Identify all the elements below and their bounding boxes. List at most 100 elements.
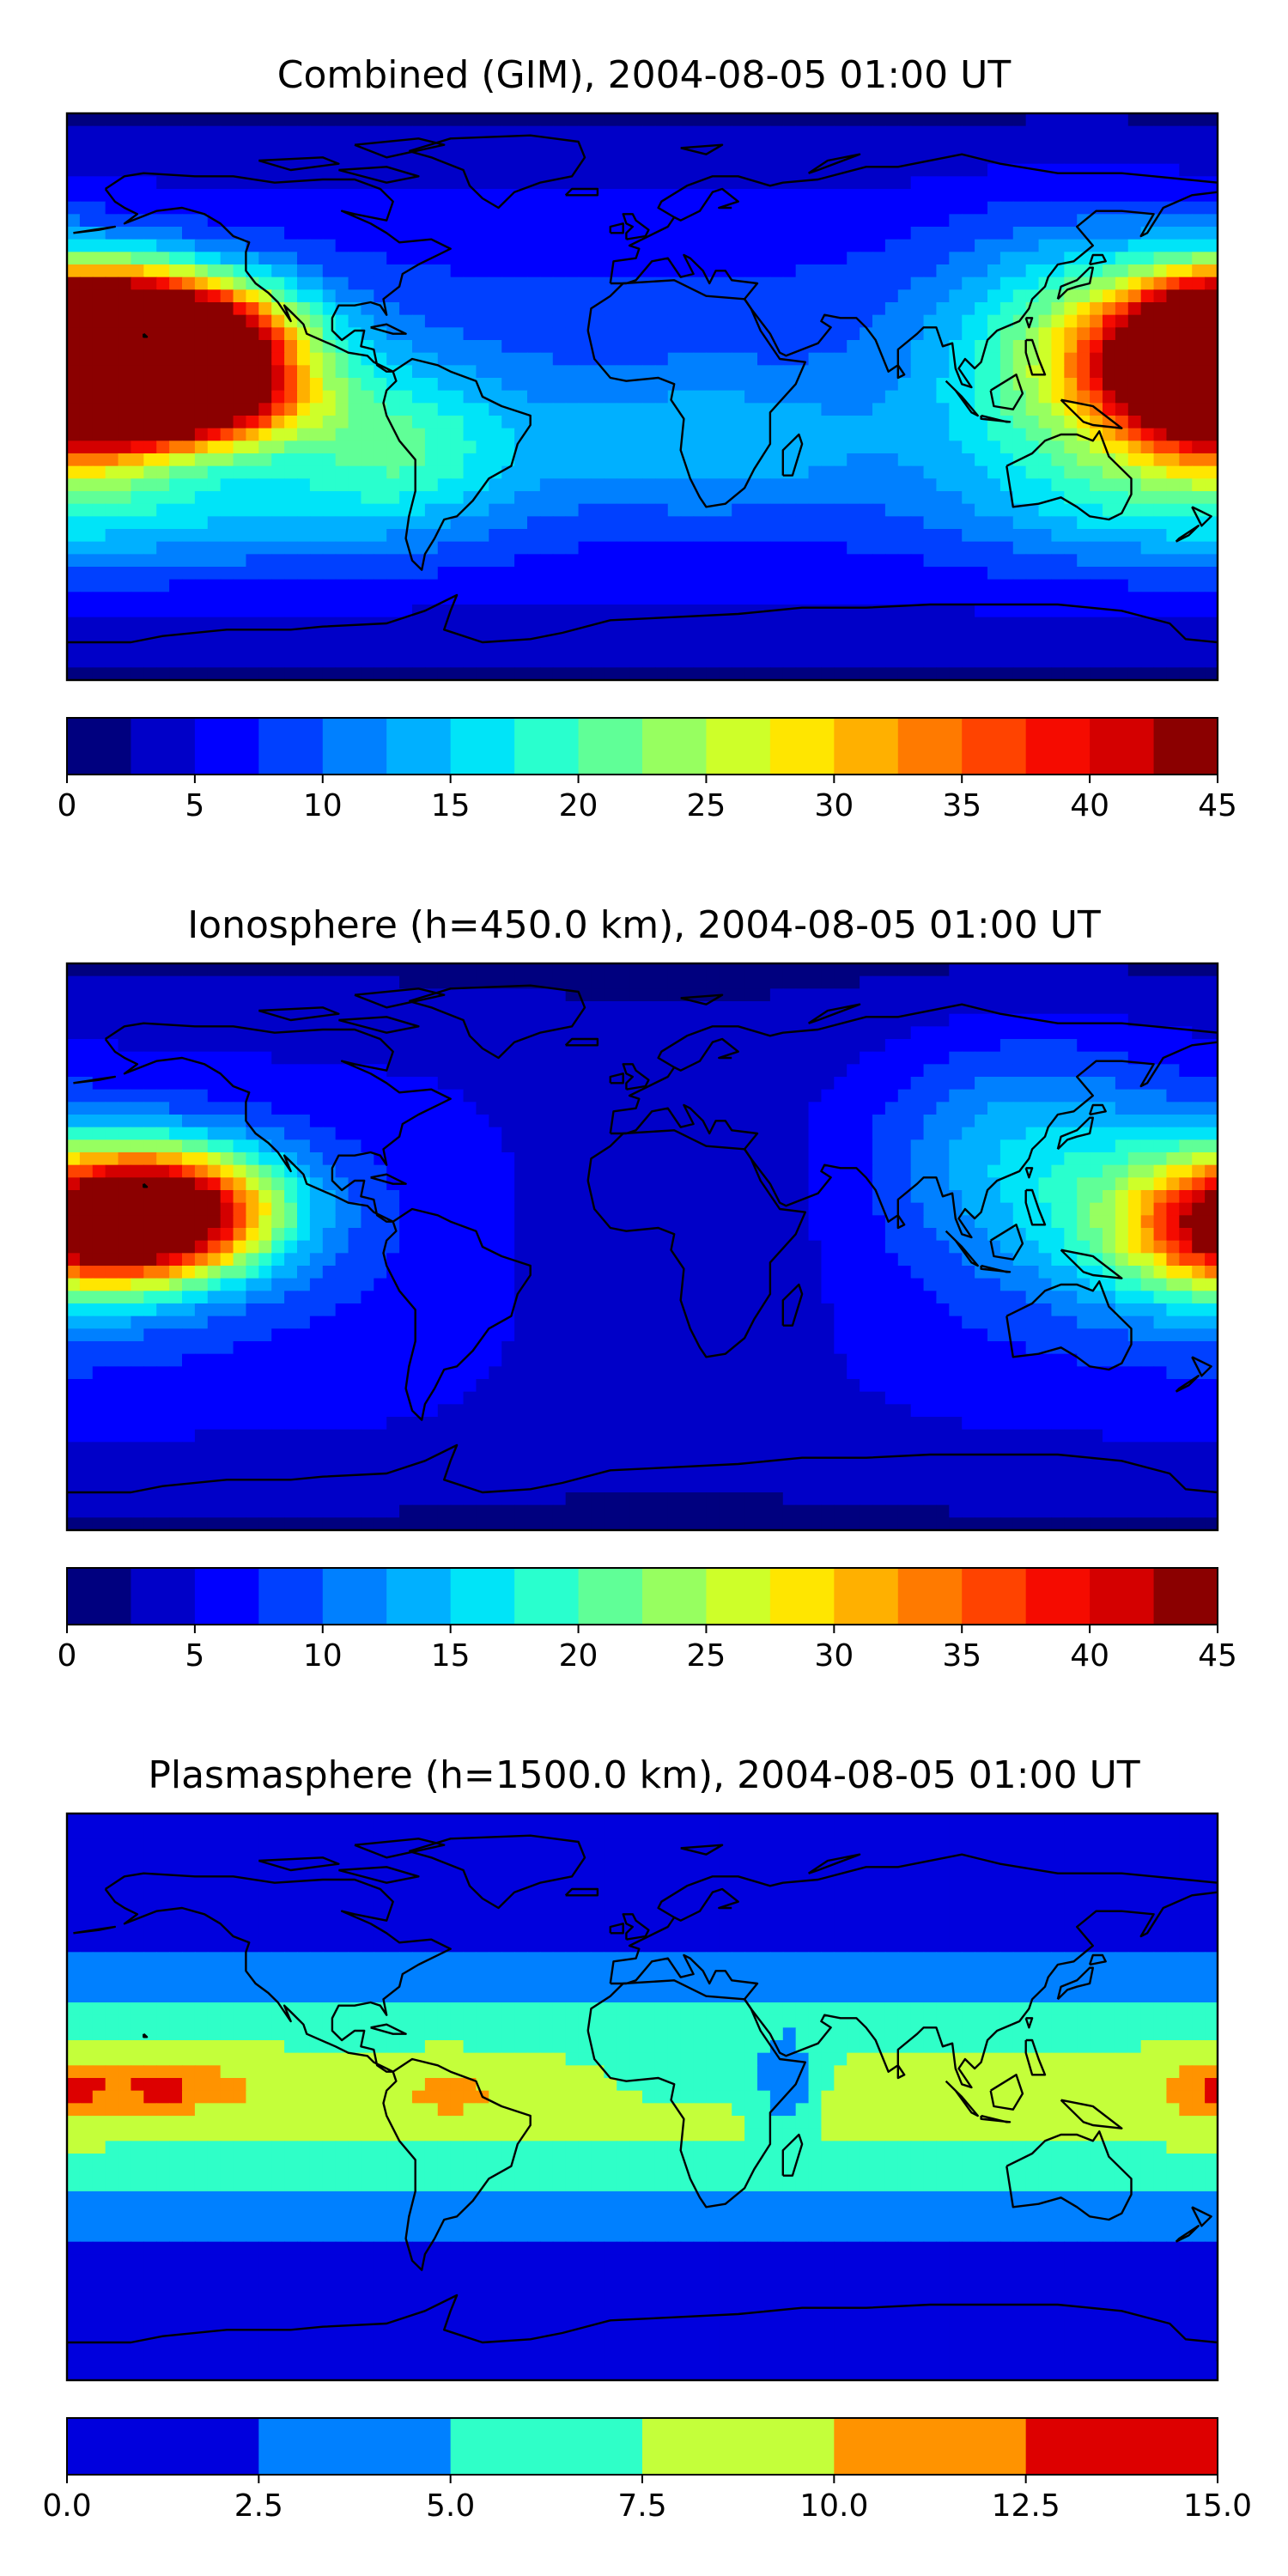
heatmap-cell	[884, 428, 899, 441]
heatmap-cell	[680, 403, 695, 416]
heatmap-cell	[591, 478, 605, 492]
heatmap-cell	[962, 453, 975, 467]
heatmap-cell	[654, 365, 669, 379]
heatmap-cell	[872, 252, 886, 265]
heatmap-cell	[1140, 465, 1155, 479]
heatmap-cell	[757, 227, 771, 240]
heatmap-cell	[1064, 465, 1078, 479]
heatmap-cell	[284, 327, 298, 341]
heatmap-cell	[335, 440, 349, 454]
heatmap-cell	[1153, 529, 1168, 543]
heatmap-cell	[514, 138, 528, 152]
heatmap-cell	[1179, 592, 1193, 605]
heatmap-cell	[476, 440, 489, 454]
heatmap-cell	[131, 340, 144, 354]
heatmap-cell	[680, 151, 695, 165]
heatmap-cell	[1192, 403, 1206, 416]
heatmap-cell	[156, 605, 170, 618]
heatmap-cell	[642, 541, 656, 555]
heatmap-cell	[271, 289, 285, 303]
heatmap-cell	[617, 529, 630, 543]
heatmap-cell	[769, 478, 784, 492]
heatmap-cell	[604, 428, 617, 441]
heatmap-cell	[706, 654, 720, 668]
heatmap-cell	[361, 963, 374, 977]
heatmap-cell	[284, 541, 298, 555]
heatmap-cell	[565, 416, 580, 429]
heatmap-cell	[361, 440, 374, 454]
heatmap-cell	[706, 975, 720, 989]
heatmap-cell	[1090, 189, 1103, 203]
heatmap-cell	[732, 189, 745, 203]
heatmap-cell	[604, 988, 617, 1002]
heatmap-cell	[118, 1077, 132, 1091]
heatmap-cell	[284, 529, 298, 543]
heatmap-cell	[476, 1026, 489, 1040]
heatmap-cell	[1103, 327, 1116, 341]
heatmap-cell	[476, 1039, 489, 1053]
heatmap-cell	[1153, 592, 1168, 605]
heatmap-cell	[1090, 176, 1103, 190]
heatmap-cell	[667, 453, 682, 467]
heatmap-cell	[769, 314, 784, 328]
heatmap-cell	[258, 554, 272, 568]
heatmap-cell	[424, 214, 439, 228]
heatmap-cell	[194, 567, 209, 580]
heatmap-cell	[539, 654, 554, 668]
heatmap-cell	[769, 1026, 784, 1040]
heatmap-cell	[527, 516, 541, 530]
heatmap-cell	[156, 453, 170, 467]
heatmap-cell	[309, 138, 324, 152]
heatmap-cell	[527, 465, 541, 479]
heatmap-cell	[118, 289, 132, 303]
heatmap-cell	[680, 189, 695, 203]
heatmap-cell	[769, 554, 784, 568]
heatmap-cell	[642, 352, 656, 366]
heatmap-cell	[975, 491, 988, 505]
heatmap-cell	[284, 617, 298, 630]
heatmap-cell	[1090, 163, 1103, 177]
map-plot	[65, 962, 1219, 1532]
heatmap-cell	[872, 163, 886, 177]
heatmap-cell	[92, 516, 106, 530]
heatmap-cell	[374, 113, 387, 127]
heatmap-cell	[667, 403, 682, 416]
heatmap-cell	[847, 390, 860, 404]
heatmap-cell	[897, 289, 912, 303]
heatmap-cell	[1192, 340, 1206, 354]
heatmap-cell	[220, 1064, 234, 1078]
heatmap-cell	[233, 579, 247, 592]
heatmap-cell	[156, 567, 170, 580]
heatmap-cell	[399, 567, 413, 580]
heatmap-cell	[297, 302, 311, 316]
heatmap-cell	[1012, 516, 1027, 530]
heatmap-cell	[220, 201, 234, 215]
heatmap-cell	[463, 352, 477, 366]
heatmap-cell	[67, 1001, 81, 1015]
heatmap-cell	[92, 1001, 106, 1015]
heatmap-cell	[412, 1013, 426, 1027]
heatmap-cell	[1140, 314, 1155, 328]
heatmap-cell	[271, 214, 285, 228]
heatmap-cell	[1115, 988, 1129, 1002]
heatmap-cell	[617, 491, 630, 505]
heatmap-cell	[220, 378, 234, 392]
heatmap-cell	[118, 151, 132, 165]
heatmap-cell	[233, 378, 247, 392]
heatmap-cell	[207, 503, 222, 517]
heatmap-cell	[67, 1051, 81, 1065]
heatmap-cell	[936, 503, 950, 517]
heatmap-cell	[795, 629, 810, 643]
heatmap-cell	[1153, 403, 1168, 416]
heatmap-cell	[962, 428, 975, 441]
heatmap-cell	[297, 453, 311, 467]
heatmap-cell	[450, 252, 465, 265]
heatmap-cell	[629, 264, 643, 278]
heatmap-cell	[962, 988, 975, 1002]
heatmap-cell	[782, 428, 797, 441]
heatmap-cell	[1192, 252, 1206, 265]
heatmap-cell	[348, 592, 362, 605]
heatmap-cell	[105, 276, 119, 290]
heatmap-cell	[118, 1039, 132, 1053]
heatmap-cell	[821, 327, 835, 341]
